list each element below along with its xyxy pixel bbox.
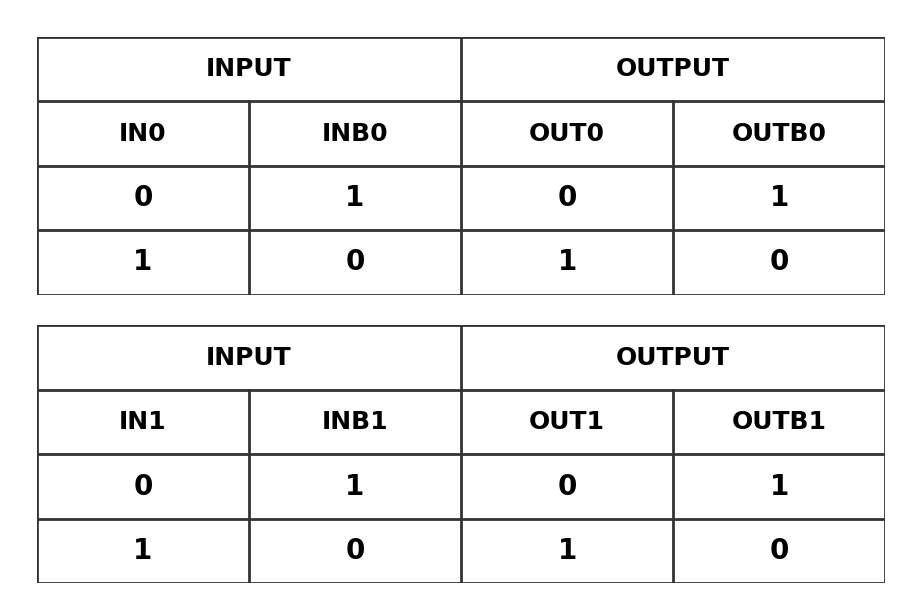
Text: 1: 1 xyxy=(346,184,364,212)
Text: OUT1: OUT1 xyxy=(529,410,605,434)
Text: 1: 1 xyxy=(770,184,788,212)
Text: 1: 1 xyxy=(134,537,152,565)
Text: INPUT: INPUT xyxy=(207,57,291,81)
Text: 0: 0 xyxy=(557,473,577,500)
Text: 1: 1 xyxy=(558,249,576,276)
Text: OUTPUT: OUTPUT xyxy=(616,57,730,81)
Text: 0: 0 xyxy=(769,537,789,565)
Text: 1: 1 xyxy=(770,473,788,500)
Text: INB0: INB0 xyxy=(322,122,388,146)
Text: 0: 0 xyxy=(133,184,153,212)
Text: OUT0: OUT0 xyxy=(529,122,605,146)
Text: 0: 0 xyxy=(345,249,365,276)
Text: OUTPUT: OUTPUT xyxy=(616,346,730,370)
Text: 0: 0 xyxy=(769,249,789,276)
Text: INB1: INB1 xyxy=(322,410,388,434)
Text: IN0: IN0 xyxy=(119,122,167,146)
Text: 0: 0 xyxy=(133,473,153,500)
Text: 1: 1 xyxy=(134,249,152,276)
Text: 0: 0 xyxy=(557,184,577,212)
Text: 1: 1 xyxy=(346,473,364,500)
Text: IN1: IN1 xyxy=(119,410,167,434)
Text: INPUT: INPUT xyxy=(207,346,291,370)
Text: 1: 1 xyxy=(558,537,576,565)
Text: OUTB1: OUTB1 xyxy=(731,410,827,434)
Text: 0: 0 xyxy=(345,537,365,565)
Text: OUTB0: OUTB0 xyxy=(731,122,827,146)
